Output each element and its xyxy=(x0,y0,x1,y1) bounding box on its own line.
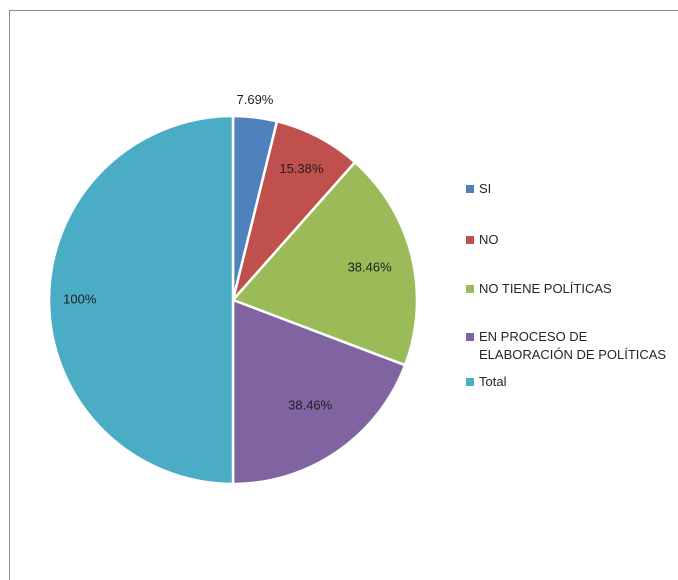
data-label-si: 7.69% xyxy=(237,92,274,107)
data-label-total: 100% xyxy=(63,291,97,306)
pie-slice-total xyxy=(47,114,235,486)
pie-slice-en-proceso-de-elaboracion-de-politicas xyxy=(231,298,407,486)
legend-item-no-tiene-politicas: NO TIENE POLÍTICAS xyxy=(466,280,612,298)
legend-label-no: NO xyxy=(479,232,499,247)
legend-label-total: Total xyxy=(479,374,507,389)
data-label-no: 15.38% xyxy=(279,161,324,176)
legend-item-no: NO xyxy=(466,231,499,249)
legend-swatch-si xyxy=(466,185,474,193)
pie-slice-no-tiene-politicas xyxy=(231,161,419,367)
legend-swatch-total xyxy=(466,378,474,386)
legend-swatch-no xyxy=(466,236,474,244)
data-label-en-proceso-de-elaboracion-de-politicas: 38.46% xyxy=(288,397,333,412)
legend-item-en-proceso: EN PROCESO DE ELABORACIÓN DE POLÍTICAS xyxy=(466,328,678,364)
legend-label-no-tiene-politicas: NO TIENE POLÍTICAS xyxy=(479,281,612,296)
pie-data-labels: 7.69% 15.38% 38.46% 38.46% 100% xyxy=(63,92,392,412)
legend-label-en-proceso: EN PROCESO DE ELABORACIÓN DE POLÍTICAS xyxy=(479,329,667,362)
legend-label-si: SI xyxy=(479,181,492,196)
legend-swatch-en-proceso xyxy=(466,333,474,341)
legend-item-total: Total xyxy=(466,373,506,391)
pie-slices xyxy=(47,114,419,486)
data-label-no-tiene-politicas: 38.46% xyxy=(348,260,393,275)
legend-swatch-no-tiene-politicas xyxy=(466,285,474,293)
legend-item-si: SI xyxy=(466,180,491,198)
